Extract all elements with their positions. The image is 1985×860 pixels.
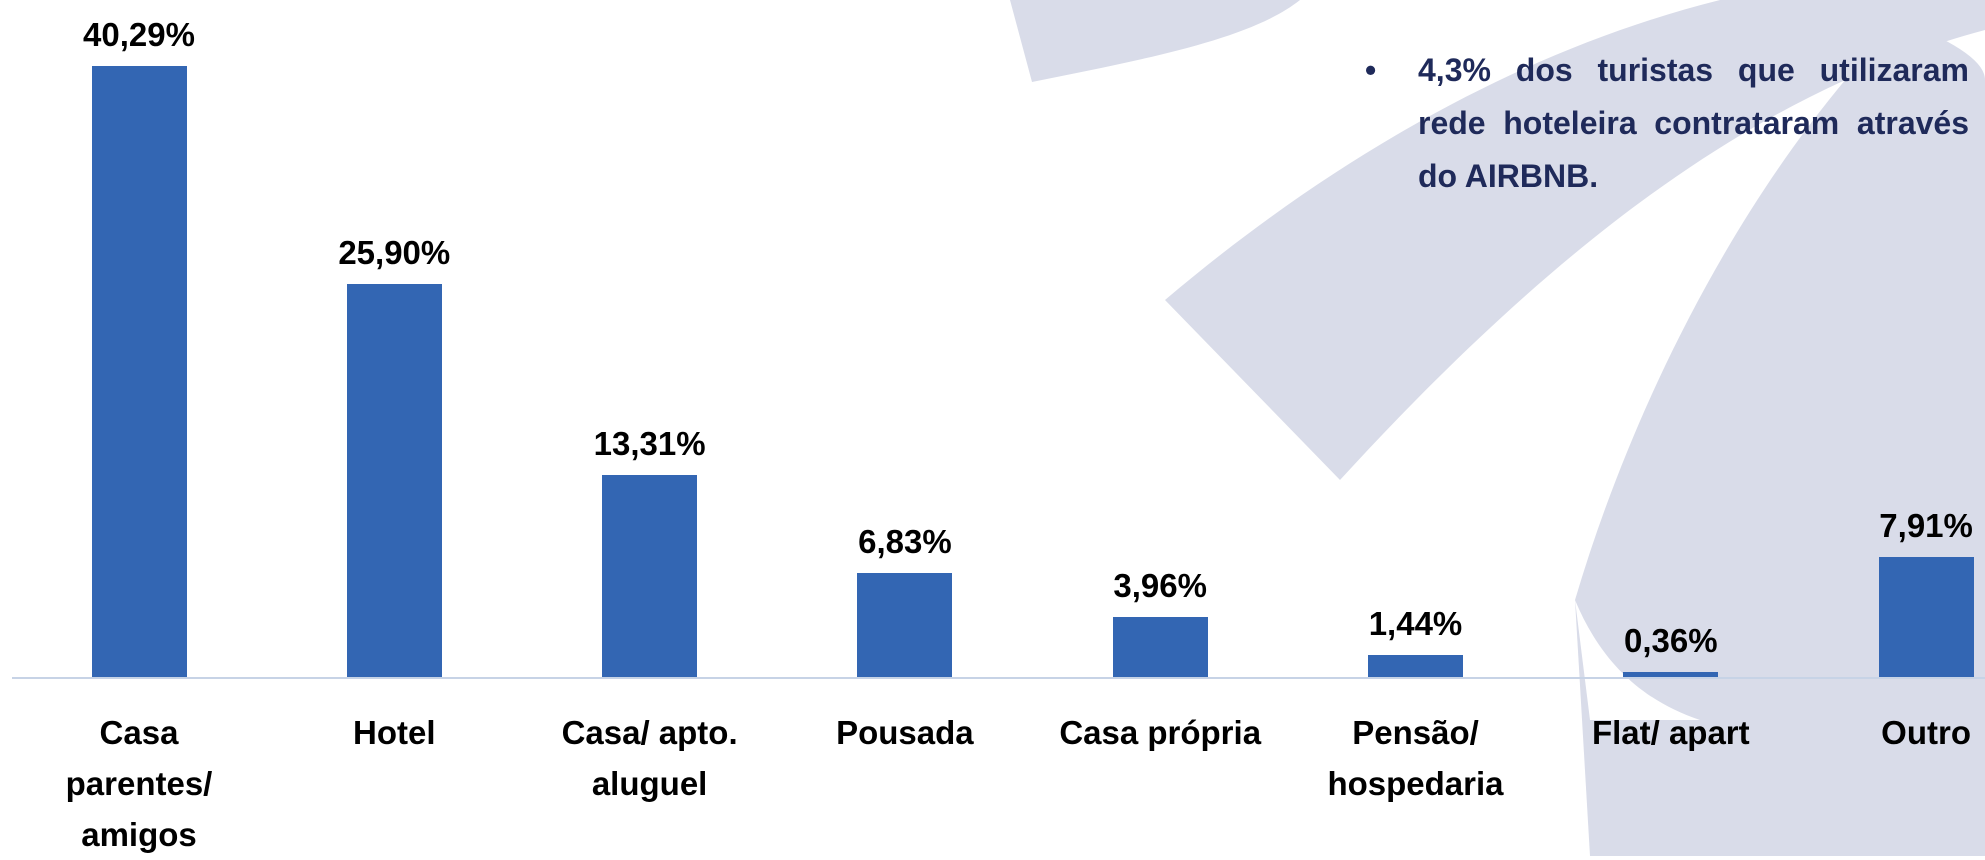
x-tick-label: Casa própria bbox=[1059, 714, 1262, 751]
bar bbox=[1112, 616, 1208, 677]
data-label: 1,44% bbox=[1368, 605, 1463, 643]
x-tick-label: Pensão/ hospedaria bbox=[1327, 714, 1504, 802]
x-axis-line bbox=[12, 677, 1985, 679]
annotation-text: 4,3% dos turistas que utilizaram rede ho… bbox=[1418, 52, 1969, 194]
data-label: 3,96% bbox=[1113, 566, 1207, 604]
data-label: 7,91% bbox=[1879, 507, 1973, 545]
bar bbox=[346, 284, 442, 677]
x-tick-label: Casa parentes/ amigos bbox=[65, 714, 213, 853]
bar bbox=[1623, 671, 1719, 677]
x-tick-label: Casa/ apto. aluguel bbox=[561, 714, 738, 802]
bar bbox=[1878, 557, 1974, 677]
x-tick-label: Pousada bbox=[836, 714, 974, 751]
annotation: • 4,3% dos turistas que utilizaram rede … bbox=[1365, 44, 1969, 203]
data-label: 40,29% bbox=[83, 16, 195, 53]
bar bbox=[91, 66, 187, 677]
x-tick-label: Flat/ apart bbox=[1591, 714, 1750, 751]
x-tick-label: Hotel bbox=[353, 714, 436, 751]
bullet: • bbox=[1365, 52, 1377, 88]
x-tick-label: Outro bbox=[1881, 714, 1971, 751]
bar bbox=[1368, 655, 1463, 677]
data-label: 25,90% bbox=[338, 234, 451, 272]
bar bbox=[857, 573, 953, 677]
bar bbox=[602, 475, 698, 677]
data-label: 13,31% bbox=[593, 425, 706, 463]
data-label: 6,83% bbox=[858, 523, 952, 561]
data-label: 0,36% bbox=[1624, 621, 1718, 659]
